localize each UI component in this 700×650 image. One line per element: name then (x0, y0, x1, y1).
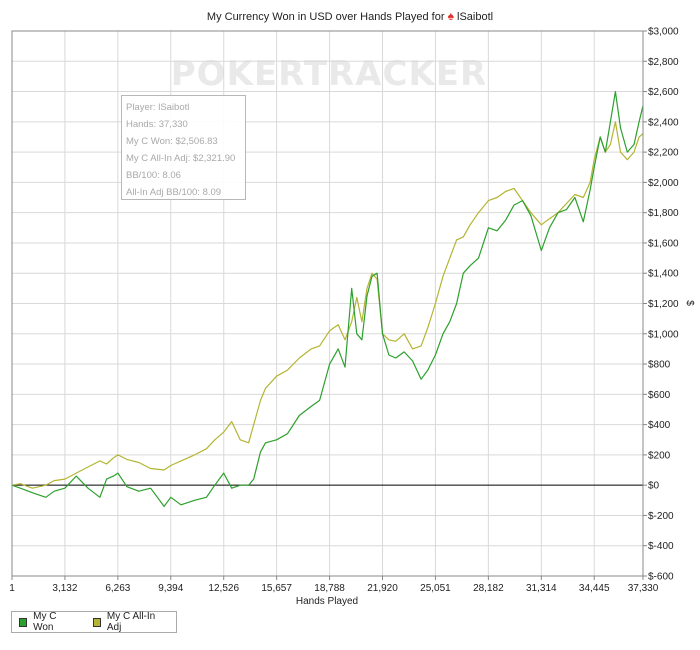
x-tick-label: 15,657 (261, 583, 292, 594)
x-tick-label: 34,445 (579, 583, 610, 594)
x-tick-label: 28,182 (473, 583, 504, 594)
y-axis-title: $ (684, 300, 695, 306)
series-line-0 (11, 90, 644, 507)
tooltip-allin-bb100: All-In Adj BB/100: 8.09 (126, 187, 222, 198)
chart-title: My Currency Won in USD over Hands Played… (0, 9, 700, 23)
y-tick-label: $3,000 (648, 27, 679, 38)
chart-title-text: My Currency Won in USD over Hands Played… (206, 11, 445, 23)
y-tick-label: $1,600 (648, 238, 679, 249)
series-lines (11, 90, 644, 507)
tooltip-bb100: BB/100: 8.06 (126, 170, 181, 181)
spade-icon: ♠ (447, 9, 454, 23)
legend-label-allin: My C All-In Adj (106, 611, 156, 633)
chart-title-player: lSaibotl (457, 11, 494, 23)
y-tick-label: $2,800 (648, 57, 679, 68)
axes: 1 3,132 6,263 9,394 12,526 15,657 18,788 21,920… (9, 27, 679, 595)
y-tick-label: $-200 (648, 511, 674, 522)
legend-item-allin[interactable]: My C All-In Adj (92, 611, 164, 633)
x-tick-label: 21,920 (367, 583, 398, 594)
tooltip-allin: My C All-In Adj: $2,321.90 (126, 153, 236, 164)
x-tick-label: 37,330 (628, 583, 659, 594)
tooltip-player: Player: lSaibotl (126, 102, 190, 113)
x-tick-label: 18,788 (314, 583, 345, 594)
x-tick-label: 31,314 (526, 583, 557, 594)
y-tick-label: $0 (648, 481, 660, 492)
y-tick-label: $1,800 (648, 208, 679, 219)
y-tick-label: $2,200 (648, 148, 679, 159)
y-tick-label: $800 (648, 360, 671, 371)
legend-label-won: My C Won (33, 611, 57, 633)
x-tick-label: 12,526 (208, 583, 239, 594)
y-tick-label: $2,000 (648, 178, 679, 189)
tooltip-hands: Hands: 37,330 (126, 119, 188, 130)
y-tick-label: $200 (648, 450, 671, 461)
x-tick-label: 1 (9, 583, 15, 594)
hover-tooltip: Player: lSaibotl Hands: 37,330 My C Won:… (121, 95, 246, 200)
y-tick-label: $-400 (648, 541, 674, 552)
legend-swatch-allin (92, 617, 101, 627)
legend-swatch-won (19, 617, 28, 627)
legend-item-won[interactable]: My C Won (19, 611, 74, 633)
legend: My C Won My C All-In Adj (11, 611, 177, 633)
series-line-1 (11, 121, 644, 489)
y-tick-label: $600 (648, 390, 671, 401)
y-tick-label: $2,400 (648, 117, 679, 128)
x-tick-label: 3,132 (52, 583, 77, 594)
y-tick-label: $1,200 (648, 299, 679, 310)
x-tick-label: 9,394 (158, 583, 183, 594)
y-tick-label: $1,400 (648, 269, 679, 280)
y-tick-label: $2,600 (648, 87, 679, 98)
x-axis-title: Hands Played (296, 596, 358, 607)
tooltip-won: My C Won: $2,506.83 (126, 136, 218, 147)
x-tick-label: 25,051 (420, 583, 451, 594)
grid-lines (11, 30, 644, 577)
y-tick-label: $-600 (648, 572, 674, 583)
watermark-logo: POKERTRACKER (171, 54, 487, 94)
x-tick-label: 6,263 (105, 583, 130, 594)
y-tick-label: $400 (648, 420, 671, 431)
y-tick-label: $1,000 (648, 329, 679, 340)
